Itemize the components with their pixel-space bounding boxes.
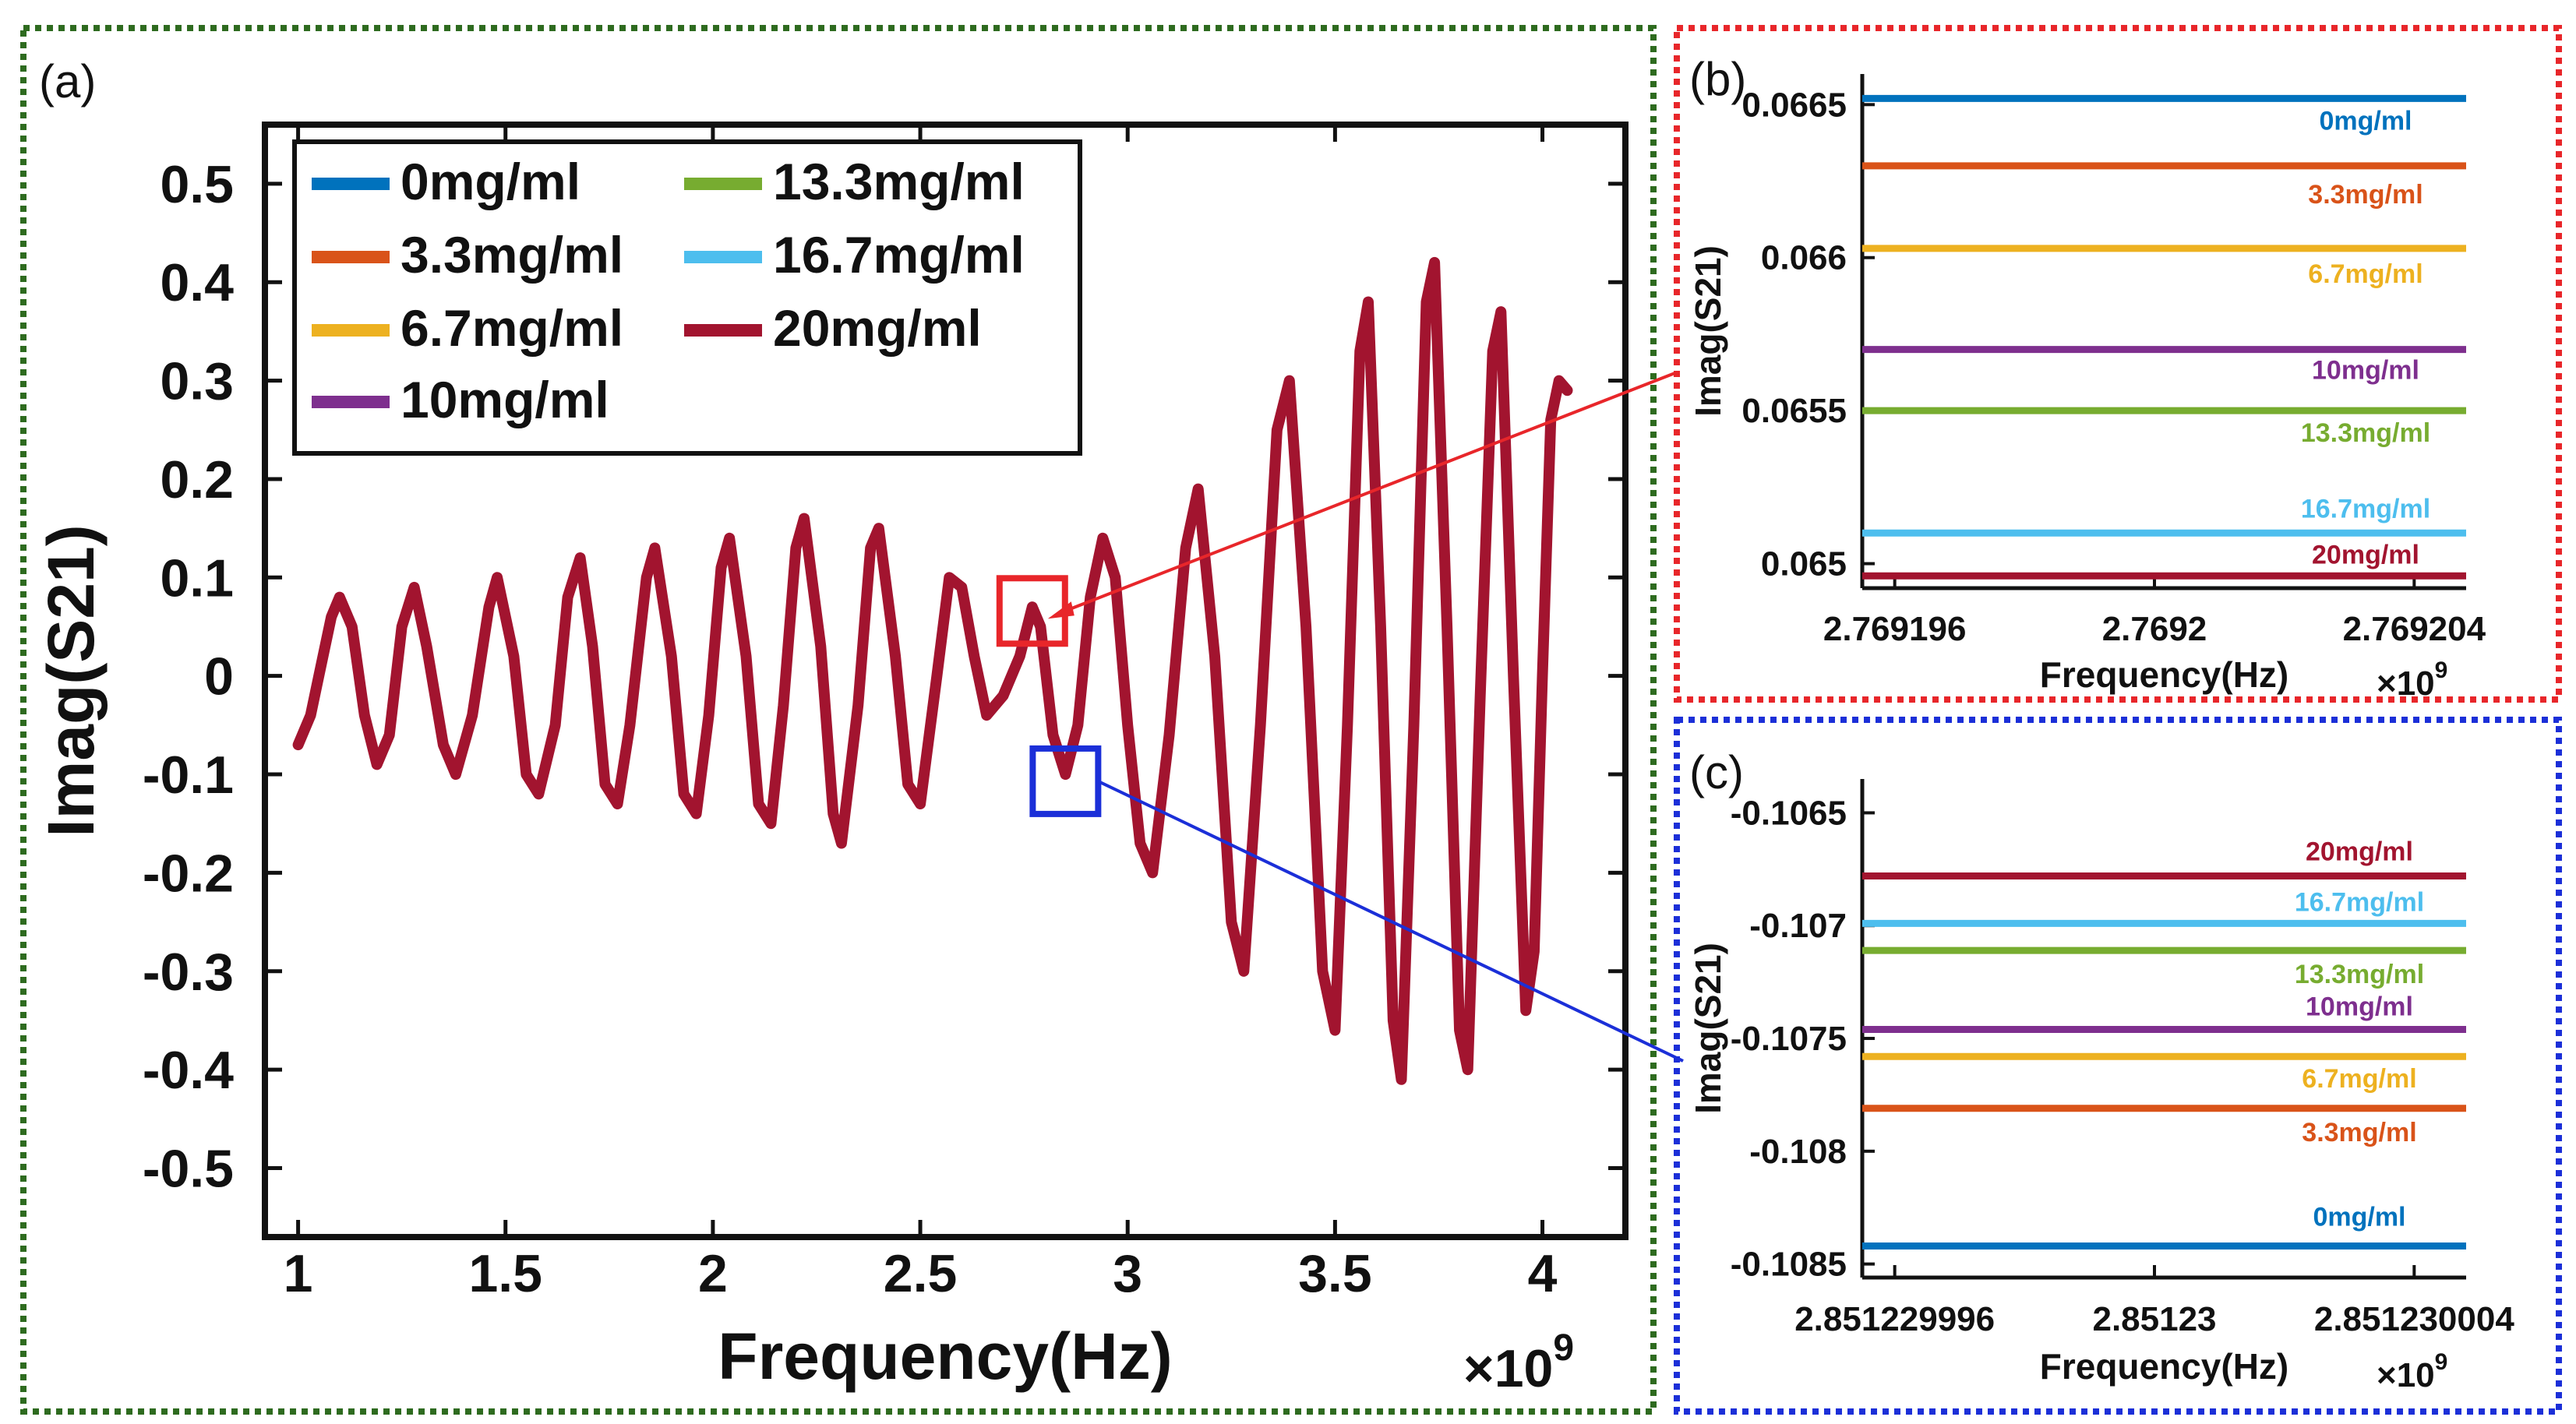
x-tick-label: 1 — [284, 1244, 313, 1303]
series-label: 0mg/ml — [2313, 1202, 2405, 1232]
y-tick-label: 0.066 — [1761, 239, 1847, 277]
y-tick-label: 0.1 — [160, 548, 234, 608]
series-label: 16.7mg/ml — [2301, 494, 2430, 523]
series-line-20mg-ml — [292, 256, 1573, 1085]
legend-label: 3.3mg/ml — [401, 226, 623, 284]
series-label: 13.3mg/ml — [2301, 418, 2430, 448]
y-tick-label: -0.108 — [1749, 1133, 1847, 1171]
x-tick-label: 3.5 — [1298, 1244, 1372, 1303]
panel-label: (a) — [39, 55, 96, 108]
x-multiplier-exponent: 9 — [2435, 1349, 2448, 1375]
series-label: 16.7mg/ml — [2295, 887, 2424, 917]
x-tick-label: 4 — [1528, 1244, 1558, 1303]
y-axis-label: Imag(S21) — [1688, 245, 1728, 417]
series-label: 13.3mg/ml — [2295, 960, 2424, 989]
y-tick-label: 0.4 — [160, 253, 234, 312]
x-tick-label: 2 — [698, 1244, 728, 1303]
x-tick-label: 2.85123 — [2092, 1300, 2216, 1338]
legend-label: 10mg/ml — [401, 371, 609, 428]
y-axis-label: Imag(S21) — [1688, 943, 1728, 1114]
x-tick-label: 1.5 — [468, 1244, 542, 1303]
y-tick-label: -0.1065 — [1731, 794, 1847, 832]
connector-b — [1057, 371, 1678, 616]
series-label: 20mg/ml — [2306, 837, 2413, 867]
y-tick-label: -0.4 — [143, 1041, 234, 1100]
x-tick-label: 3 — [1113, 1244, 1142, 1303]
y-tick-label: -0.1 — [143, 745, 234, 805]
zoom-connectors — [1047, 371, 1684, 1063]
legend-label: 16.7mg/ml — [773, 226, 1025, 284]
series-label: 3.3mg/ml — [2308, 180, 2422, 210]
y-tick-label: 0 — [204, 647, 234, 707]
x-tick-label: 2.7692 — [2102, 610, 2207, 648]
y-tick-label: 0.5 — [160, 155, 234, 214]
y-tick-label: -0.5 — [143, 1140, 234, 1199]
series-label: 6.7mg/ml — [2302, 1064, 2416, 1094]
series-label: 0mg/ml — [2319, 106, 2412, 136]
x-multiplier-exponent: 9 — [2435, 657, 2448, 683]
y-tick-label: -0.107 — [1749, 907, 1847, 945]
plot-area-a — [262, 122, 1629, 1240]
x-multiplier: ×109 — [2377, 657, 2447, 703]
panel-label: (c) — [1689, 746, 1744, 798]
x-axis-label: Frequency(Hz) — [2040, 1346, 2288, 1387]
frame-c — [1674, 717, 2562, 1415]
x-multiplier: ×109 — [1463, 1327, 1574, 1398]
legend: 0mg/ml 3.3mg/ml 6.7mg/ml 10mg/ml 13.3mg/ml 16… — [292, 139, 1082, 456]
series-label: 10mg/ml — [2306, 992, 2413, 1021]
y-tick-label: -0.1075 — [1731, 1020, 1847, 1058]
x-axis-label: Frequency(Hz) — [2040, 654, 2288, 695]
x-tick-label: 2.769204 — [2343, 610, 2486, 648]
y-axis-label: Imag(S21) — [34, 524, 108, 837]
x-tick-label: 2.851229996 — [1794, 1300, 1995, 1338]
legend-label: 0mg/ml — [401, 153, 580, 210]
y-tick-label: 0.2 — [160, 450, 234, 509]
legend-label: 20mg/ml — [773, 299, 982, 357]
x-tick-label: 2.851230004 — [2314, 1300, 2514, 1338]
x-tick-label: 2.769196 — [1823, 610, 1967, 648]
y-tick-label: -0.3 — [143, 943, 234, 1002]
series-label: 10mg/ml — [2312, 356, 2419, 386]
panel-label: (b) — [1689, 53, 1746, 105]
panel-a: (a) 1 1.5 2 2.5 3 3.5 4 0.5 0.4 0.3 0.2 0.1 0 -0.1 -0.2… — [34, 55, 1629, 1398]
y-tick-label: -0.1085 — [1731, 1246, 1847, 1284]
y-tick-label: 0.3 — [160, 352, 234, 411]
connector-b-arrowhead — [1047, 601, 1075, 619]
y-tick-label: 0.065 — [1761, 545, 1847, 583]
frame-a — [20, 25, 1657, 1415]
panel-b: (b) 2.769196 2.7692 2.769204 0.0665 0.066 0.06… — [1688, 53, 2486, 703]
series-label: 3.3mg/ml — [2302, 1118, 2416, 1147]
x-axis-label: Frequency(Hz) — [718, 1320, 1172, 1393]
x-tick-label: 2.5 — [884, 1244, 958, 1303]
series-label: 6.7mg/ml — [2308, 259, 2422, 289]
legend-label: 13.3mg/ml — [773, 153, 1025, 210]
y-tick-label: 0.0665 — [1741, 86, 1847, 124]
legend-box — [292, 139, 1082, 456]
y-tick-label: 0.0655 — [1741, 392, 1847, 430]
x-multiplier-exponent: 9 — [1553, 1327, 1574, 1369]
panel-c: (c) 2.851229996 2.85123 2.851230004 -0.1065 -… — [1688, 746, 2514, 1394]
x-multiplier: ×109 — [2377, 1349, 2447, 1394]
connector-c — [1097, 780, 1684, 1063]
legend-label: 6.7mg/ml — [401, 299, 623, 357]
series-label: 20mg/ml — [2312, 540, 2419, 569]
frame-b — [1674, 25, 2562, 703]
y-tick-label: -0.2 — [143, 844, 234, 903]
